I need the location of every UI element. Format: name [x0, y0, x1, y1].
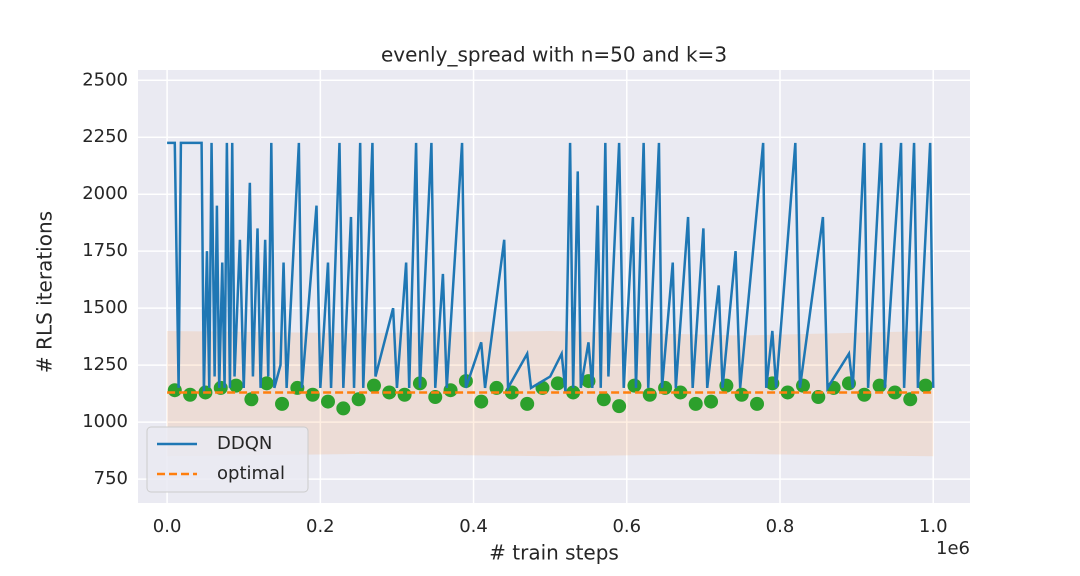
eval-point: [397, 387, 412, 402]
x-tick-label: 0.6: [612, 516, 641, 537]
eval-point: [320, 394, 335, 409]
y-tick-label: 2000: [82, 183, 128, 204]
eval-point: [305, 387, 320, 402]
eval-point: [918, 378, 933, 393]
eval-point: [872, 378, 887, 393]
eval-point: [734, 387, 749, 402]
eval-point: [750, 396, 765, 411]
eval-point: [673, 385, 688, 400]
x-tick-label: 0.8: [766, 516, 795, 537]
eval-point: [336, 401, 351, 416]
x-tick-label: 0.2: [306, 516, 335, 537]
legend-label: DDQN: [217, 433, 272, 454]
y-tick-label: 2250: [82, 126, 128, 147]
eval-point: [351, 392, 366, 407]
eval-point: [566, 385, 581, 400]
series-line: [167, 141, 935, 393]
x-tick-label: 1.0: [919, 516, 948, 537]
eval-point: [688, 396, 703, 411]
eval-point: [550, 376, 565, 391]
x-offset-label: 1e6: [936, 538, 970, 559]
eval-point: [474, 394, 489, 409]
y-tick-label: 1000: [82, 411, 128, 432]
eval-point: [795, 378, 810, 393]
x-tick-label: 0.0: [153, 516, 182, 537]
eval-point: [627, 378, 642, 393]
eval-point: [229, 378, 244, 393]
eval-point: [244, 392, 259, 407]
eval-point: [612, 399, 627, 414]
eval-point: [903, 392, 918, 407]
eval-point: [857, 387, 872, 402]
eval-point: [183, 387, 198, 402]
legend-label: optimal: [217, 463, 285, 484]
y-tick-label: 750: [94, 468, 128, 489]
x-axis-label: # train steps: [489, 541, 619, 565]
x-tick-label: 0.4: [459, 516, 488, 537]
chart-title: evenly_spread with n=50 and k=3: [381, 43, 727, 67]
eval-point: [642, 387, 657, 402]
eval-point: [596, 392, 611, 407]
eval-point: [520, 396, 535, 411]
y-axis-label: # RLS iterations: [33, 211, 57, 373]
y-tick-label: 2500: [82, 69, 128, 90]
eval-point: [366, 378, 381, 393]
eval-point: [780, 385, 795, 400]
y-tick-label: 1250: [82, 354, 128, 375]
eval-point: [275, 396, 290, 411]
eval-point: [704, 394, 719, 409]
eval-point: [259, 376, 274, 391]
y-tick-label: 1500: [82, 297, 128, 318]
y-tick-label: 1750: [82, 240, 128, 261]
